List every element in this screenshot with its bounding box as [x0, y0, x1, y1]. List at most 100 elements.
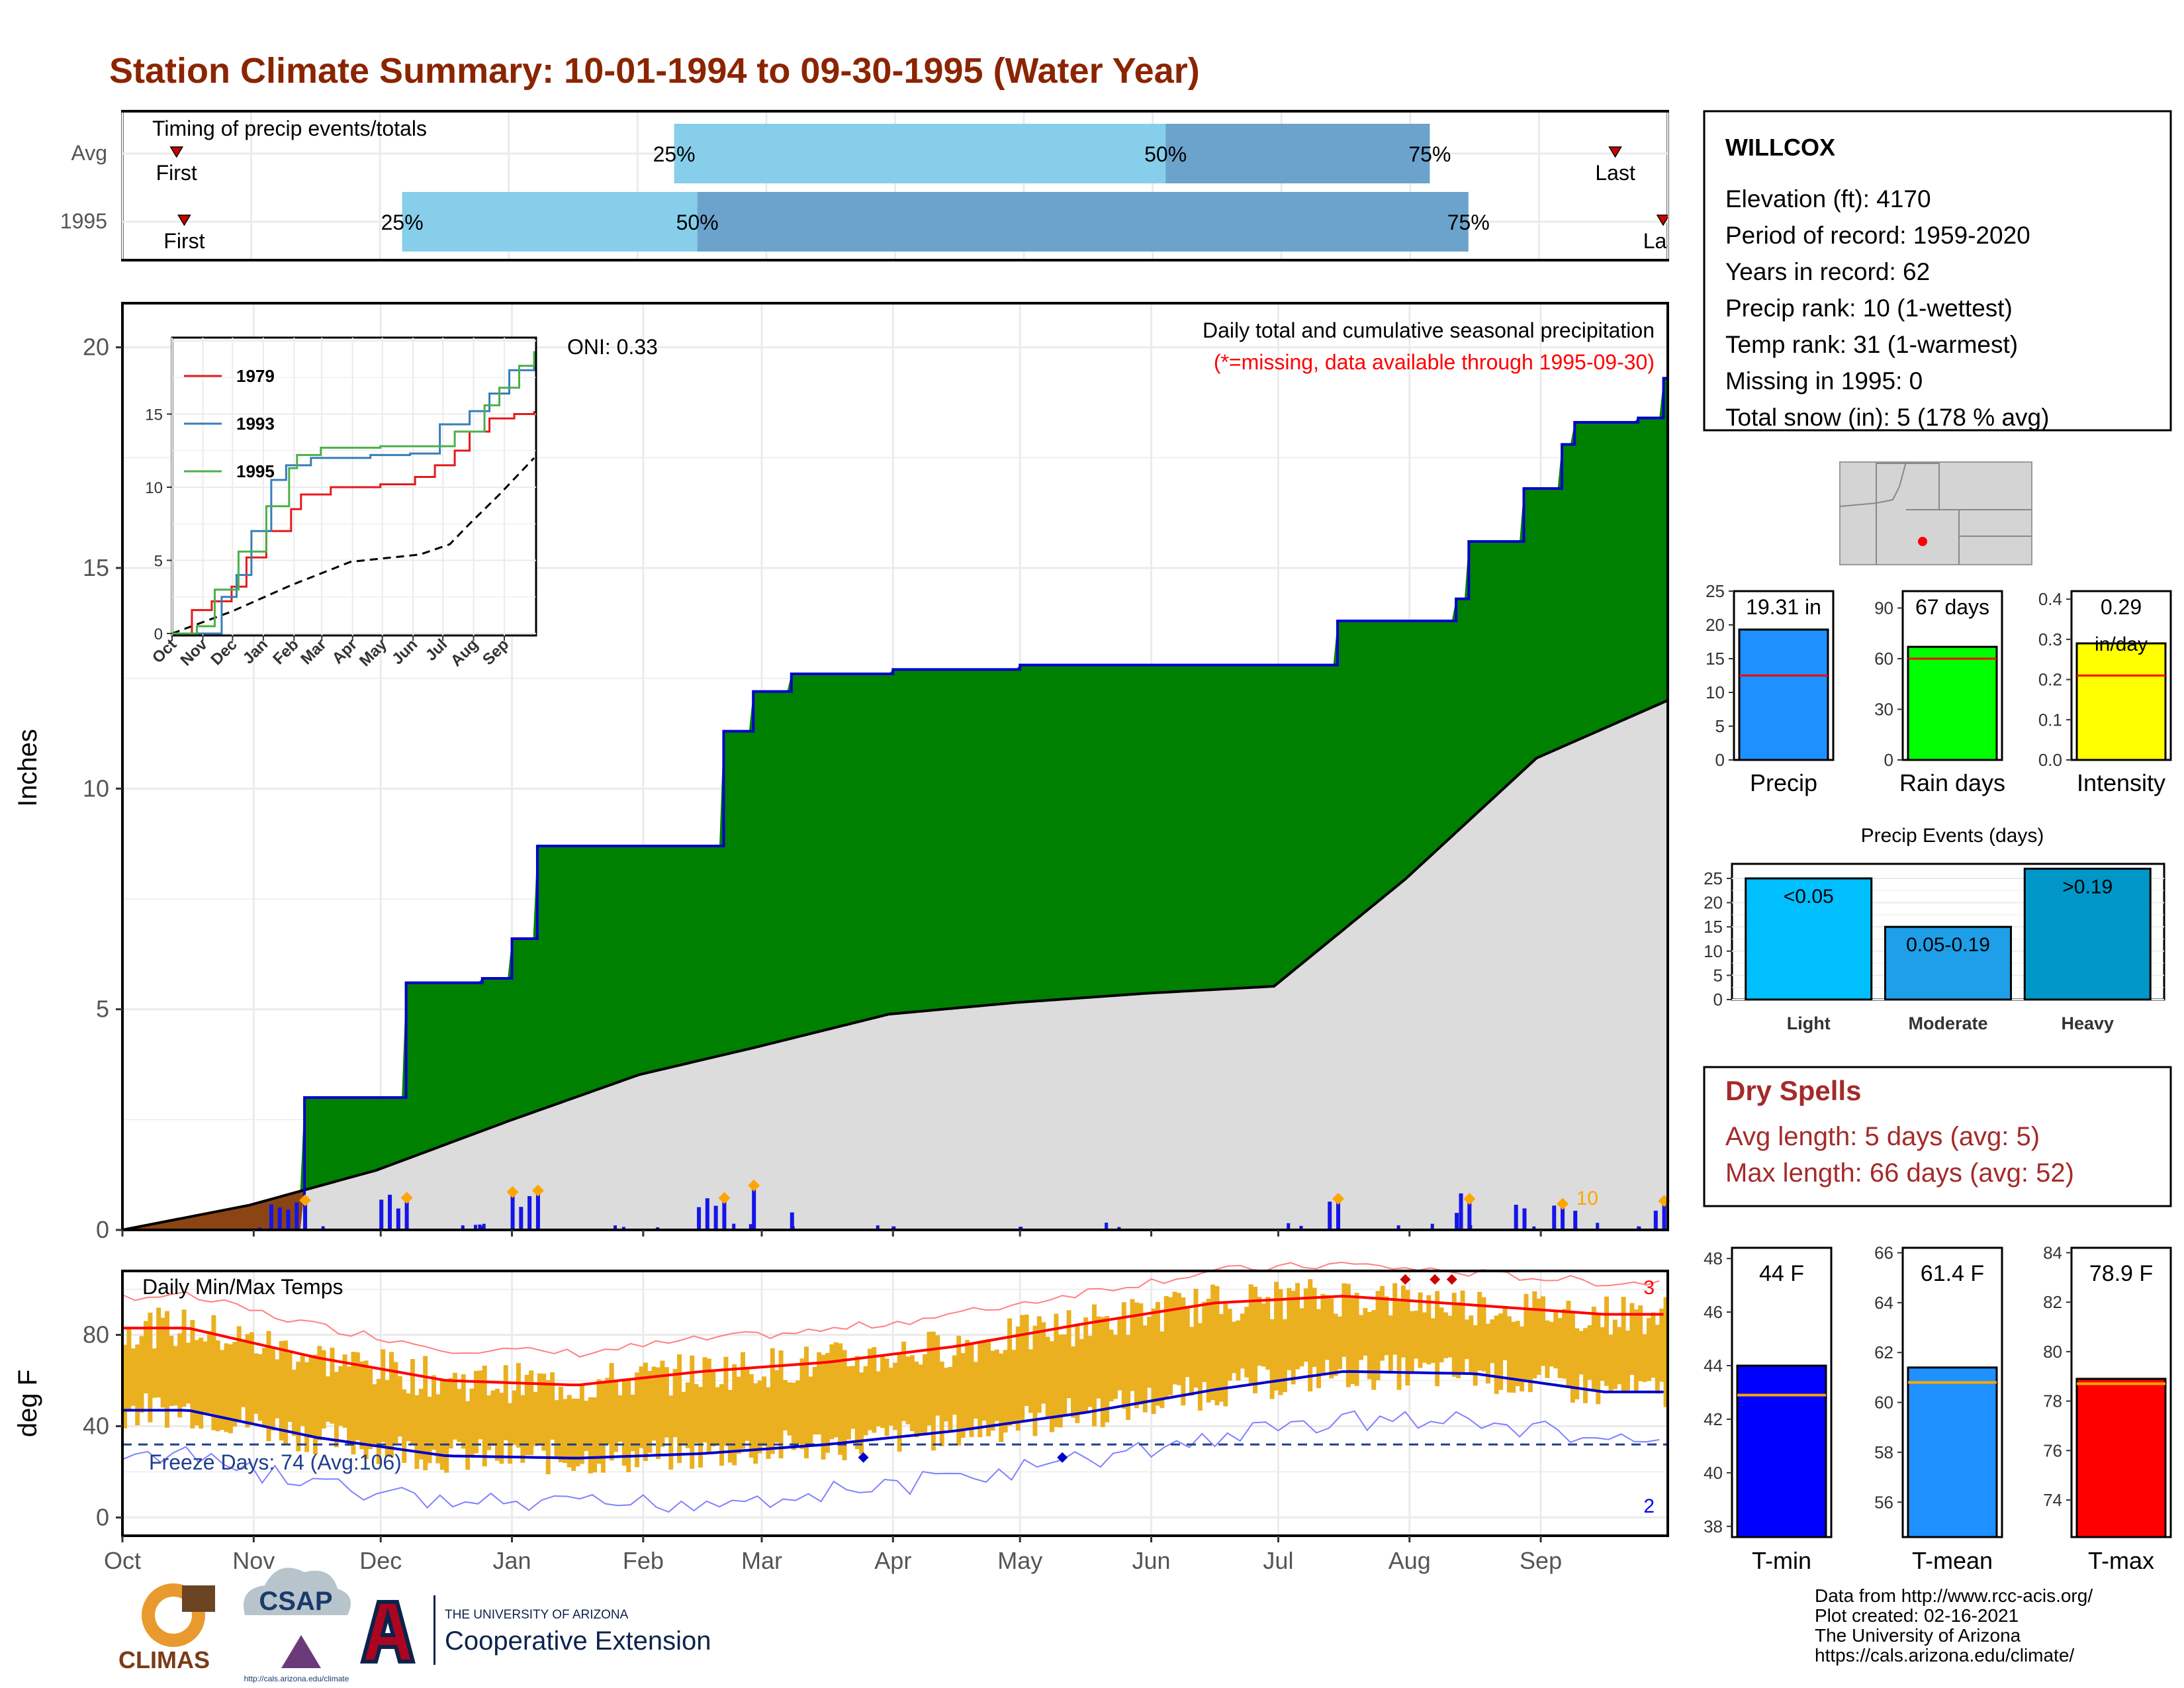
daily-temp-bar [1117, 1319, 1122, 1391]
daily-temp-bar [169, 1336, 174, 1406]
timing-percent-label: 75% [1408, 142, 1451, 166]
daily-temp-bar [1172, 1291, 1177, 1385]
y-tick-label: 0.2 [2038, 670, 2062, 690]
daily-temp-bar [347, 1366, 352, 1446]
daily-temp-bar [999, 1353, 1004, 1442]
daily-temp-bar [499, 1392, 504, 1464]
daily-temp-bar [973, 1362, 978, 1419]
ua-logo-big: Cooperative Extension [445, 1626, 711, 1656]
avg-max-line [122, 1295, 1664, 1387]
temp-x-axis: Oct Nov Dec Jan Feb Mar Apr May Jun Jul Aug Sep [104, 1536, 1562, 1574]
daily-precip-bar [891, 1226, 896, 1230]
daily-temp-bar [249, 1332, 254, 1425]
mini-value-label: 0.29 [2101, 595, 2142, 619]
daily-temp-bar [1269, 1319, 1275, 1399]
daily-temp-bar [338, 1366, 343, 1426]
heavy-event-marker [1332, 1192, 1345, 1205]
daily-temp-bar [1426, 1295, 1432, 1365]
daily-temp-bar [452, 1372, 457, 1440]
daily-temp-bar [236, 1326, 242, 1423]
daily-temp-bar [1151, 1308, 1156, 1415]
daily-temp-bar [164, 1311, 169, 1428]
daily-temp-bar [1218, 1314, 1224, 1402]
daily-temp-bar [1295, 1283, 1300, 1370]
precip-y-label: Inches [13, 729, 42, 807]
daily-temp-bar [842, 1350, 847, 1460]
heavy-event-marker [400, 1192, 413, 1204]
daily-temp-bar [414, 1395, 420, 1470]
daily-temp-bar [1054, 1313, 1059, 1427]
mini-value-unit: in/day [2095, 633, 2148, 655]
daily-temp-bar [1439, 1307, 1444, 1363]
y-tick-label: 40 [1704, 1463, 1723, 1483]
daily-temp-bar [1312, 1288, 1317, 1368]
daily-temp-bar [355, 1352, 360, 1440]
daily-temp-bar [1248, 1284, 1253, 1384]
dry-spells-max: Max length: 66 days (avg: 52) [1725, 1158, 2074, 1188]
daily-temp-bar [1079, 1338, 1084, 1415]
daily-temp-bar [918, 1364, 923, 1436]
daily-precip-bar [1467, 1202, 1472, 1230]
temp-summary-bar [1907, 1366, 1998, 1538]
daily-temp-bar [1400, 1285, 1406, 1358]
daily-temp-bar [588, 1397, 593, 1474]
precip-y-axis: 0 5 10 15 20 [83, 334, 122, 1243]
daily-precip-bar [1653, 1210, 1658, 1230]
daily-temp-bar [135, 1344, 140, 1426]
daily-temp-bar [152, 1348, 157, 1398]
daily-temp-bar [808, 1376, 813, 1446]
daily-temp-bar [1418, 1292, 1423, 1368]
daily-temp-bar [719, 1383, 725, 1466]
y-tick-label: 25 [1706, 581, 1725, 601]
avg-min-line [122, 1370, 1664, 1460]
precip-chart-subtitle: (*=missing, data available through 1995-… [1214, 350, 1655, 374]
location-map [1839, 461, 2032, 565]
mini-chart-label: Intensity [2077, 769, 2165, 796]
daily-temp-bar [935, 1335, 940, 1416]
daily-temp-bar [1202, 1301, 1207, 1382]
y-tick-label: 0.3 [2038, 630, 2062, 649]
daily-temp-bar [1647, 1318, 1652, 1382]
temp-summary-value: 61.4 F [1921, 1261, 1984, 1286]
daily-temp-bar [1070, 1346, 1075, 1418]
daily-temp-bar [1566, 1301, 1571, 1388]
x-tick-label: Jun [1132, 1547, 1171, 1574]
max-record-count: 3 [1643, 1277, 1655, 1299]
daily-temp-bar [1392, 1283, 1398, 1355]
daily-temp-bar [177, 1333, 183, 1418]
daily-temp-bar [545, 1380, 551, 1475]
y-tick-label: 0 [154, 626, 163, 643]
y-tick-label: 74 [2043, 1490, 2062, 1510]
daily-temp-bar [563, 1399, 568, 1464]
daily-temp-bar [1066, 1310, 1071, 1399]
y-tick-label: 38 [1704, 1517, 1723, 1536]
y-tick-label: 80 [83, 1321, 109, 1348]
daily-temp-bar [732, 1364, 737, 1466]
daily-temp-bar [1083, 1317, 1089, 1413]
avg-cumulative-area [122, 700, 1668, 1230]
daily-temp-bar [130, 1348, 136, 1406]
daily-temp-bar [1223, 1301, 1228, 1407]
daily-temp-bar [1396, 1301, 1402, 1390]
daily-temp-bar [541, 1374, 547, 1451]
y-tick-label: 5 [1713, 965, 1723, 985]
last-event-label: Last [1643, 229, 1684, 253]
daily-temp-bar [432, 1375, 436, 1450]
daily-temp-bar [854, 1356, 860, 1450]
daily-temp-bar [245, 1334, 250, 1428]
legend-label: 1979 [236, 366, 275, 386]
daily-temp-bar [1163, 1295, 1169, 1400]
daily-temp-bar [342, 1354, 347, 1428]
daily-temp-bar [1160, 1331, 1165, 1409]
daily-precip-bar [473, 1225, 477, 1230]
csap-logo-text: CSAP [259, 1587, 332, 1616]
daily-temp-bar [639, 1366, 644, 1448]
daily-temp-bar [660, 1360, 665, 1447]
temp-summary-bar [2075, 1378, 2167, 1538]
daily-precip-bar [791, 1226, 795, 1230]
first-event-marker [169, 146, 184, 158]
record-low-marker [858, 1452, 869, 1463]
daily-temp-bar [948, 1366, 953, 1433]
daily-temp-bar [761, 1376, 766, 1446]
daily-temp-bar [257, 1354, 263, 1421]
